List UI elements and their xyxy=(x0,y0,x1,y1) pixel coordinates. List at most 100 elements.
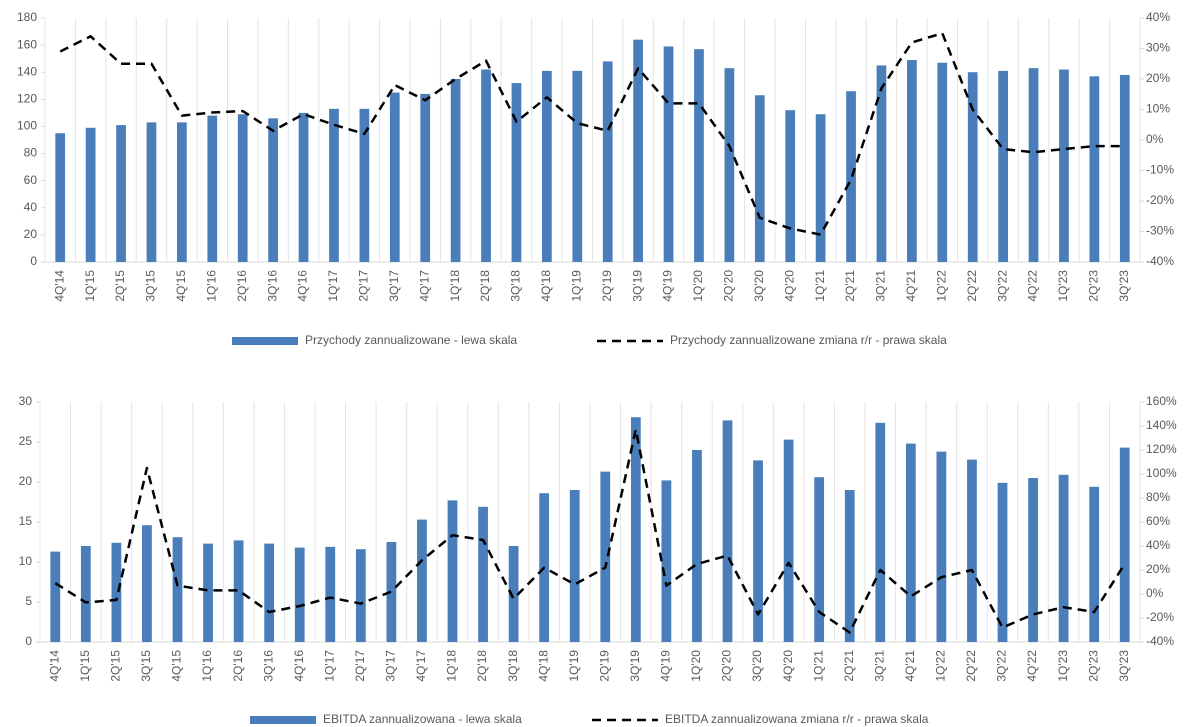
bar xyxy=(142,525,152,642)
bar xyxy=(111,542,122,642)
x-tick-label: 1Q'15 xyxy=(78,650,92,682)
bar xyxy=(694,49,704,262)
x-tick-label: 4Q'19 xyxy=(661,270,675,302)
bar xyxy=(511,83,522,262)
x-tick-label: 1Q'21 xyxy=(813,270,827,302)
bar xyxy=(844,490,855,642)
y2-tick-label: 40% xyxy=(1146,538,1170,552)
y-tick-label: 60 xyxy=(24,173,38,187)
x-tick-label: 2Q'18 xyxy=(478,270,492,302)
x-tick-label: 4Q'17 xyxy=(417,270,431,302)
y2-tick-label: 30% xyxy=(1146,41,1170,55)
y-tick-label: 160 xyxy=(17,37,37,51)
x-tick-label: 4Q'20 xyxy=(781,650,795,682)
y-tick-label: 20 xyxy=(24,227,38,241)
x-tick-label: 3Q'15 xyxy=(144,270,158,302)
y-tick-label: 40 xyxy=(24,200,38,214)
x-tick-label: 2Q'15 xyxy=(109,650,123,682)
x-tick-label: 2Q'16 xyxy=(235,270,249,302)
y-tick-label: 80 xyxy=(24,146,38,160)
x-tick-label: 3Q'15 xyxy=(139,650,153,682)
x-tick-label: 3Q'17 xyxy=(387,270,401,302)
x-tick-label: 4Q'21 xyxy=(903,650,917,682)
x-tick-label: 1Q'19 xyxy=(569,270,583,302)
bar xyxy=(722,420,733,642)
legend-swatch xyxy=(250,716,316,724)
bar xyxy=(967,72,978,262)
y-tick-label: 0 xyxy=(30,254,37,268)
x-tick-label: 4Q'22 xyxy=(1025,650,1039,682)
bar xyxy=(1028,68,1039,263)
y-tick-label: 120 xyxy=(17,92,37,106)
y2-tick-label: -40% xyxy=(1146,634,1174,648)
bar xyxy=(50,551,61,642)
y2-tick-label: -20% xyxy=(1146,610,1174,624)
legend-label: EBITDA zannualizowana - lewa skala xyxy=(323,712,522,726)
x-tick-label: 1Q'20 xyxy=(689,650,703,682)
bar xyxy=(417,519,427,642)
bar xyxy=(233,540,244,642)
x-tick-label: 4Q'14 xyxy=(52,270,66,302)
x-tick-label: 1Q'15 xyxy=(83,270,97,302)
x-tick-label: 4Q'15 xyxy=(170,650,184,682)
bar xyxy=(785,110,796,262)
line-series xyxy=(54,428,1126,634)
x-tick-label: 2Q'18 xyxy=(475,650,489,682)
bar xyxy=(998,70,1008,262)
x-tick-label: 3Q'19 xyxy=(630,270,644,302)
bar xyxy=(447,500,458,642)
bar xyxy=(1119,74,1130,262)
x-tick-label: 3Q'23 xyxy=(1117,650,1131,682)
bar xyxy=(724,68,735,263)
y2-tick-label: 0% xyxy=(1146,132,1164,146)
x-tick-label: 4Q'21 xyxy=(904,270,918,302)
x-tick-label: 1Q'23 xyxy=(1056,270,1070,302)
bar xyxy=(907,60,917,263)
legend-label: Przychody zannualizowane - lewa skala xyxy=(305,333,517,347)
bar xyxy=(177,122,187,262)
x-tick-label: 4Q'19 xyxy=(659,650,673,682)
bar xyxy=(329,108,339,262)
bar xyxy=(967,459,977,642)
y2-tick-label: 80% xyxy=(1146,490,1170,504)
x-tick-label: 3Q'21 xyxy=(872,650,886,682)
bar xyxy=(355,549,366,642)
bar xyxy=(85,127,96,262)
x-tick-label: 3Q'22 xyxy=(995,650,1009,682)
bar xyxy=(846,91,856,262)
x-tick-label: 2Q'15 xyxy=(113,270,127,302)
x-tick-label: 3Q'16 xyxy=(261,650,275,682)
x-tick-label: 1Q'19 xyxy=(567,650,581,682)
x-tick-label: 4Q'16 xyxy=(296,270,310,302)
bar xyxy=(481,69,491,262)
x-tick-label: 4Q'22 xyxy=(1026,270,1040,302)
x-tick-label: 1Q'22 xyxy=(934,650,948,682)
y2-tick-label: 140% xyxy=(1146,418,1177,432)
y2-tick-label: -10% xyxy=(1146,163,1174,177)
bar xyxy=(663,46,674,262)
legend-label: Przychody zannualizowane zmiana r/r - pr… xyxy=(670,333,947,347)
bar xyxy=(815,114,826,262)
bar xyxy=(172,537,183,642)
y2-tick-label: 20% xyxy=(1146,71,1170,85)
bar xyxy=(359,108,370,262)
x-tick-label: 3Q'21 xyxy=(874,270,888,302)
bar xyxy=(937,62,948,262)
x-tick-label: 1Q'17 xyxy=(326,270,340,302)
x-tick-label: 1Q'16 xyxy=(204,270,218,302)
x-tick-label: 3Q'17 xyxy=(384,650,398,682)
y-tick-label: 5 xyxy=(25,594,32,608)
x-tick-label: 2Q'19 xyxy=(597,650,611,682)
bar xyxy=(997,482,1008,642)
bar xyxy=(783,439,794,642)
x-tick-label: 3Q'16 xyxy=(265,270,279,302)
legend-label: EBITDA zannualizowana zmiana r/r - prawa… xyxy=(665,712,929,726)
bar xyxy=(692,450,702,642)
bar xyxy=(116,125,126,262)
x-tick-label: 2Q'17 xyxy=(353,650,367,682)
x-tick-label: 3Q'22 xyxy=(995,270,1009,302)
bar xyxy=(876,65,887,262)
y2-tick-label: 60% xyxy=(1146,514,1170,528)
bar xyxy=(268,118,278,262)
bar xyxy=(146,122,157,262)
